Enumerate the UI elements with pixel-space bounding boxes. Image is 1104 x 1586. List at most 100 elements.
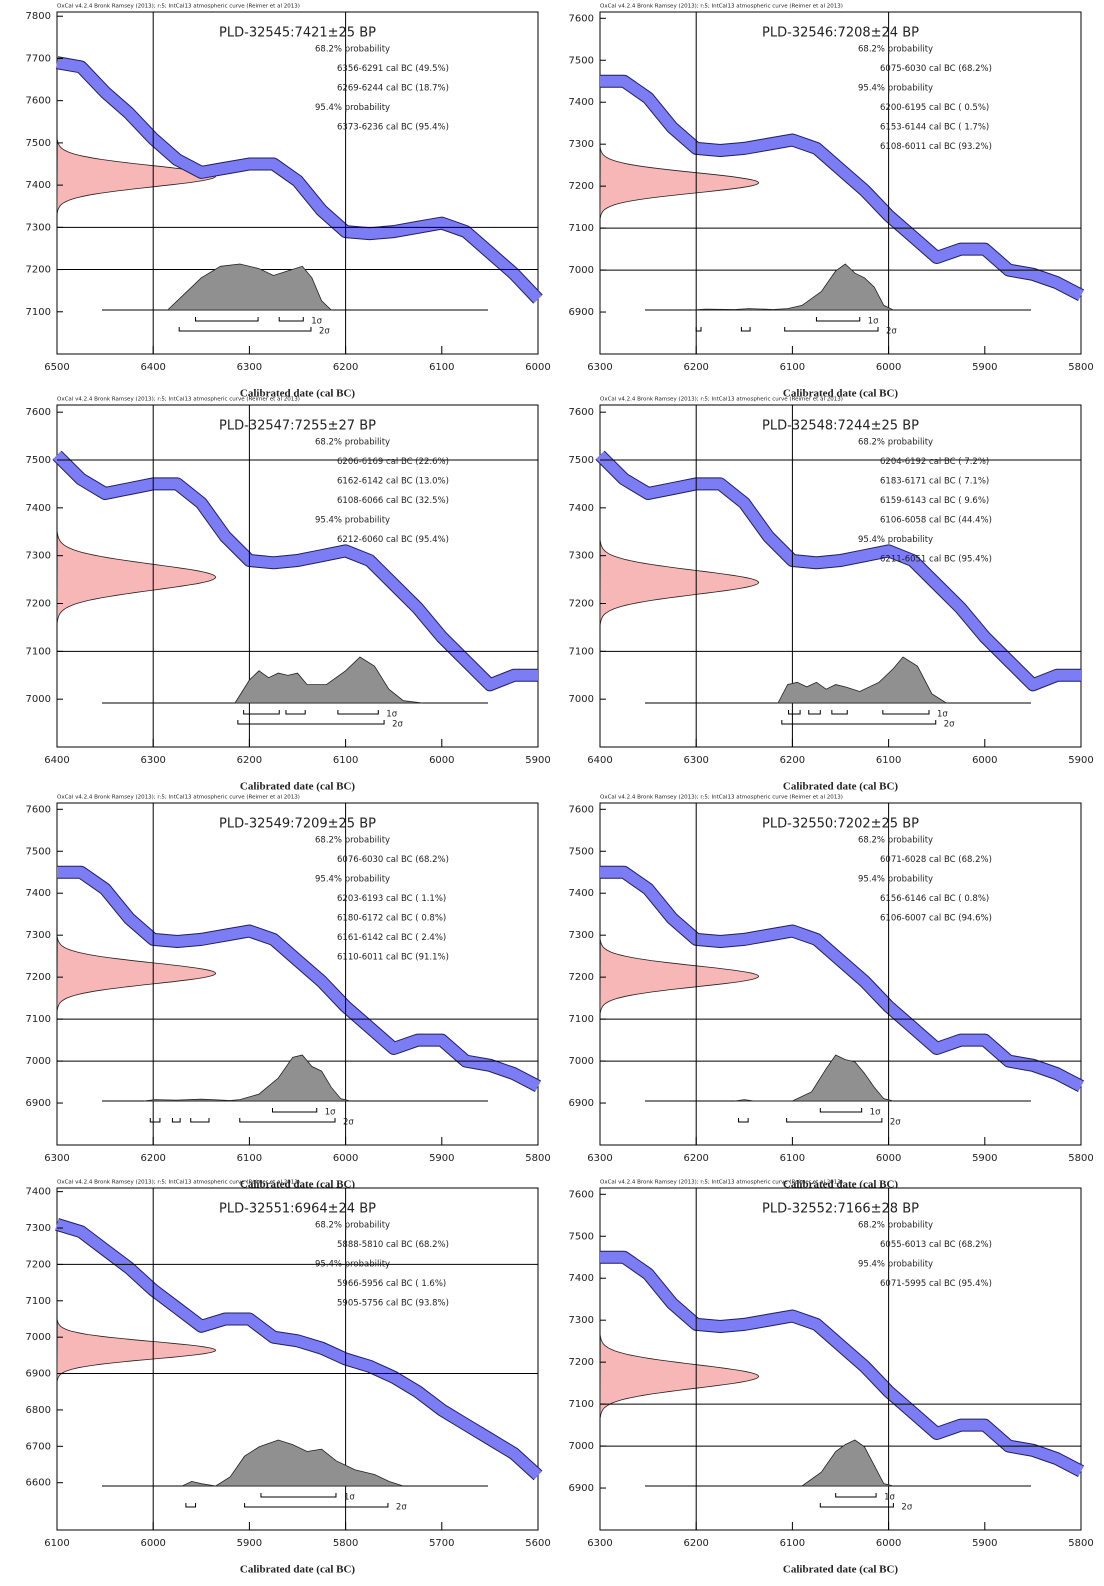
sigma-label: 1σ (868, 317, 879, 327)
y-tick-label: 7200 (26, 1259, 51, 1270)
x-tick-label: 6100 (44, 1538, 69, 1549)
chart-title: PLD-32550:7202±25 BP (762, 817, 919, 832)
calibration-curve (53, 451, 538, 691)
header: OxCal v4.2.4 Bronk Ramsey (2013); r:5; I… (57, 397, 300, 403)
y-tick-label: 6900 (569, 1098, 594, 1109)
probability-heading: 68.2% probability (858, 45, 933, 55)
probability-heading: 95.4% probability (315, 875, 390, 885)
y-tick-label: 6900 (26, 1369, 51, 1380)
probability-heading: 68.2% probability (858, 438, 933, 448)
y-tick-label: 7200 (569, 599, 594, 610)
x-tick-label: 6000 (972, 755, 997, 766)
sigma-label: 2σ (392, 720, 403, 730)
sigma-label: 2σ (901, 1503, 912, 1513)
y-tick-label: 7500 (569, 55, 594, 66)
y-tick-label: 6600 (26, 1478, 51, 1489)
chart-title: PLD-32552:7166±28 BP (762, 1202, 919, 1217)
sigma-label: 1σ (386, 710, 397, 720)
y-tick-label: 7500 (26, 455, 51, 466)
x-tick-label: 5600 (525, 1538, 550, 1549)
sigma-label: 2σ (396, 1503, 407, 1513)
range-bracket (786, 1118, 883, 1123)
y-tick-label: 7100 (569, 646, 594, 657)
y-tick-label: 7600 (26, 96, 51, 107)
y-tick-label: 7600 (569, 13, 594, 24)
x-tick-label: 6000 (876, 362, 901, 373)
x-tick-label: 6400 (587, 755, 612, 766)
sigma-label: 2σ (944, 720, 955, 730)
calibration-curve (596, 451, 1081, 691)
y-tick-label: 7100 (26, 1014, 51, 1025)
x-tick-label: 6300 (587, 362, 612, 373)
calibration-curve (55, 1219, 542, 1480)
y-tick-label: 7000 (26, 1056, 51, 1067)
x-tick-label: 6100 (780, 1153, 805, 1164)
y-tick-label: 7800 (26, 11, 51, 22)
x-tick-label: 6100 (429, 362, 454, 373)
x-tick-label: 6300 (587, 1538, 612, 1549)
x-tick-label: 6000 (525, 362, 550, 373)
y-tick-label: 7500 (569, 455, 594, 466)
x-tick-label: 6100 (333, 755, 358, 766)
range-text: 6153-6144 cal BC ( 1.7%) (880, 123, 989, 133)
x-tick-label: 5800 (1068, 362, 1093, 373)
range-bracket (819, 1108, 863, 1113)
posterior (234, 656, 423, 704)
y-tick-label: 7100 (569, 223, 594, 234)
chart-title: PLD-32547:7255±27 BP (219, 419, 376, 434)
sigma-label: 2σ (890, 1118, 901, 1128)
y-tick-label: 7600 (26, 804, 51, 815)
range-text: 6373-6236 cal BC (95.4%) (337, 123, 449, 133)
y-tick-label: 7100 (569, 1014, 594, 1025)
probability-heading: 95.4% probability (315, 103, 390, 113)
x-tick-label: 6300 (237, 362, 262, 373)
posterior (734, 1054, 894, 1102)
x-axis-label: Calibrated date (cal BC) (783, 1564, 899, 1576)
calibration-curve (56, 57, 542, 303)
x-tick-label: 6000 (140, 1538, 165, 1549)
calibration-curve (57, 866, 541, 1092)
range-text: 6183-6171 cal BC ( 7.1%) (880, 477, 989, 487)
probability-heading: 68.2% probability (315, 1221, 390, 1231)
range-bracket (271, 1108, 318, 1113)
calibration-curve (600, 866, 1084, 1092)
y-tick-label: 7100 (26, 307, 51, 318)
y-tick-label: 7500 (569, 1231, 594, 1242)
sigma-label: 1σ (937, 710, 948, 720)
y-tick-label: 6900 (569, 1483, 594, 1494)
x-tick-label: 5900 (1068, 755, 1093, 766)
y-tick-label: 7300 (569, 139, 594, 150)
posterior (691, 263, 894, 311)
x-tick-label: 5900 (972, 362, 997, 373)
x-tick-label: 6300 (44, 1153, 69, 1164)
range-bracket (831, 710, 848, 715)
range-bracket (337, 710, 379, 715)
x-axis-label: Calibrated date (cal BC) (240, 781, 356, 793)
range-bracket (195, 317, 259, 322)
posterior (166, 263, 333, 311)
range-bracket (781, 720, 937, 725)
range-text: 5905-5756 cal BC (93.8%) (337, 1299, 449, 1309)
y-tick-label: 7200 (569, 972, 594, 983)
x-tick-label: 5800 (1068, 1153, 1093, 1164)
range-bracket (244, 1503, 389, 1508)
header: OxCal v4.2.4 Bronk Ramsey (2013); r:5; I… (57, 795, 300, 801)
range-bracket (190, 1118, 210, 1123)
y-tick-label: 7000 (569, 1441, 594, 1452)
y-tick-label: 7300 (26, 551, 51, 562)
y-tick-label: 7500 (26, 138, 51, 149)
range-text: 6161-6142 cal BC ( 2.4%) (337, 933, 446, 943)
y-tick-label: 6900 (569, 307, 594, 318)
y-tick-label: 6700 (26, 1441, 51, 1452)
y-tick-label: 7600 (569, 407, 594, 418)
y-tick-label: 7200 (26, 972, 51, 983)
range-bracket (835, 1493, 877, 1498)
sigma-label: 1σ (344, 1493, 355, 1503)
y-tick-label: 7000 (569, 1056, 594, 1067)
range-text: 6075-6030 cal BC (68.2%) (880, 64, 992, 74)
y-tick-label: 7400 (26, 1187, 51, 1198)
range-text: 6200-6195 cal BC ( 0.5%) (880, 103, 989, 113)
range-text: 6156-6146 cal BC ( 0.8%) (880, 894, 989, 904)
y-tick-label: 7400 (26, 503, 51, 514)
y-tick-label: 7400 (569, 503, 594, 514)
